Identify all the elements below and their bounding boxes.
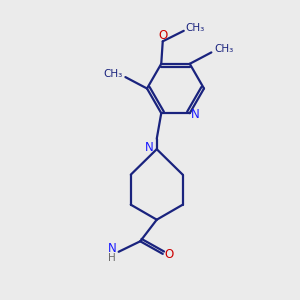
Text: O: O <box>165 248 174 261</box>
Text: CH₃: CH₃ <box>185 23 205 33</box>
Text: H: H <box>108 253 116 263</box>
Text: CH₃: CH₃ <box>214 44 234 54</box>
Text: N: N <box>108 242 116 255</box>
Text: N: N <box>190 108 199 121</box>
Text: CH₃: CH₃ <box>103 69 122 79</box>
Text: O: O <box>158 29 167 42</box>
Text: N: N <box>145 141 154 154</box>
